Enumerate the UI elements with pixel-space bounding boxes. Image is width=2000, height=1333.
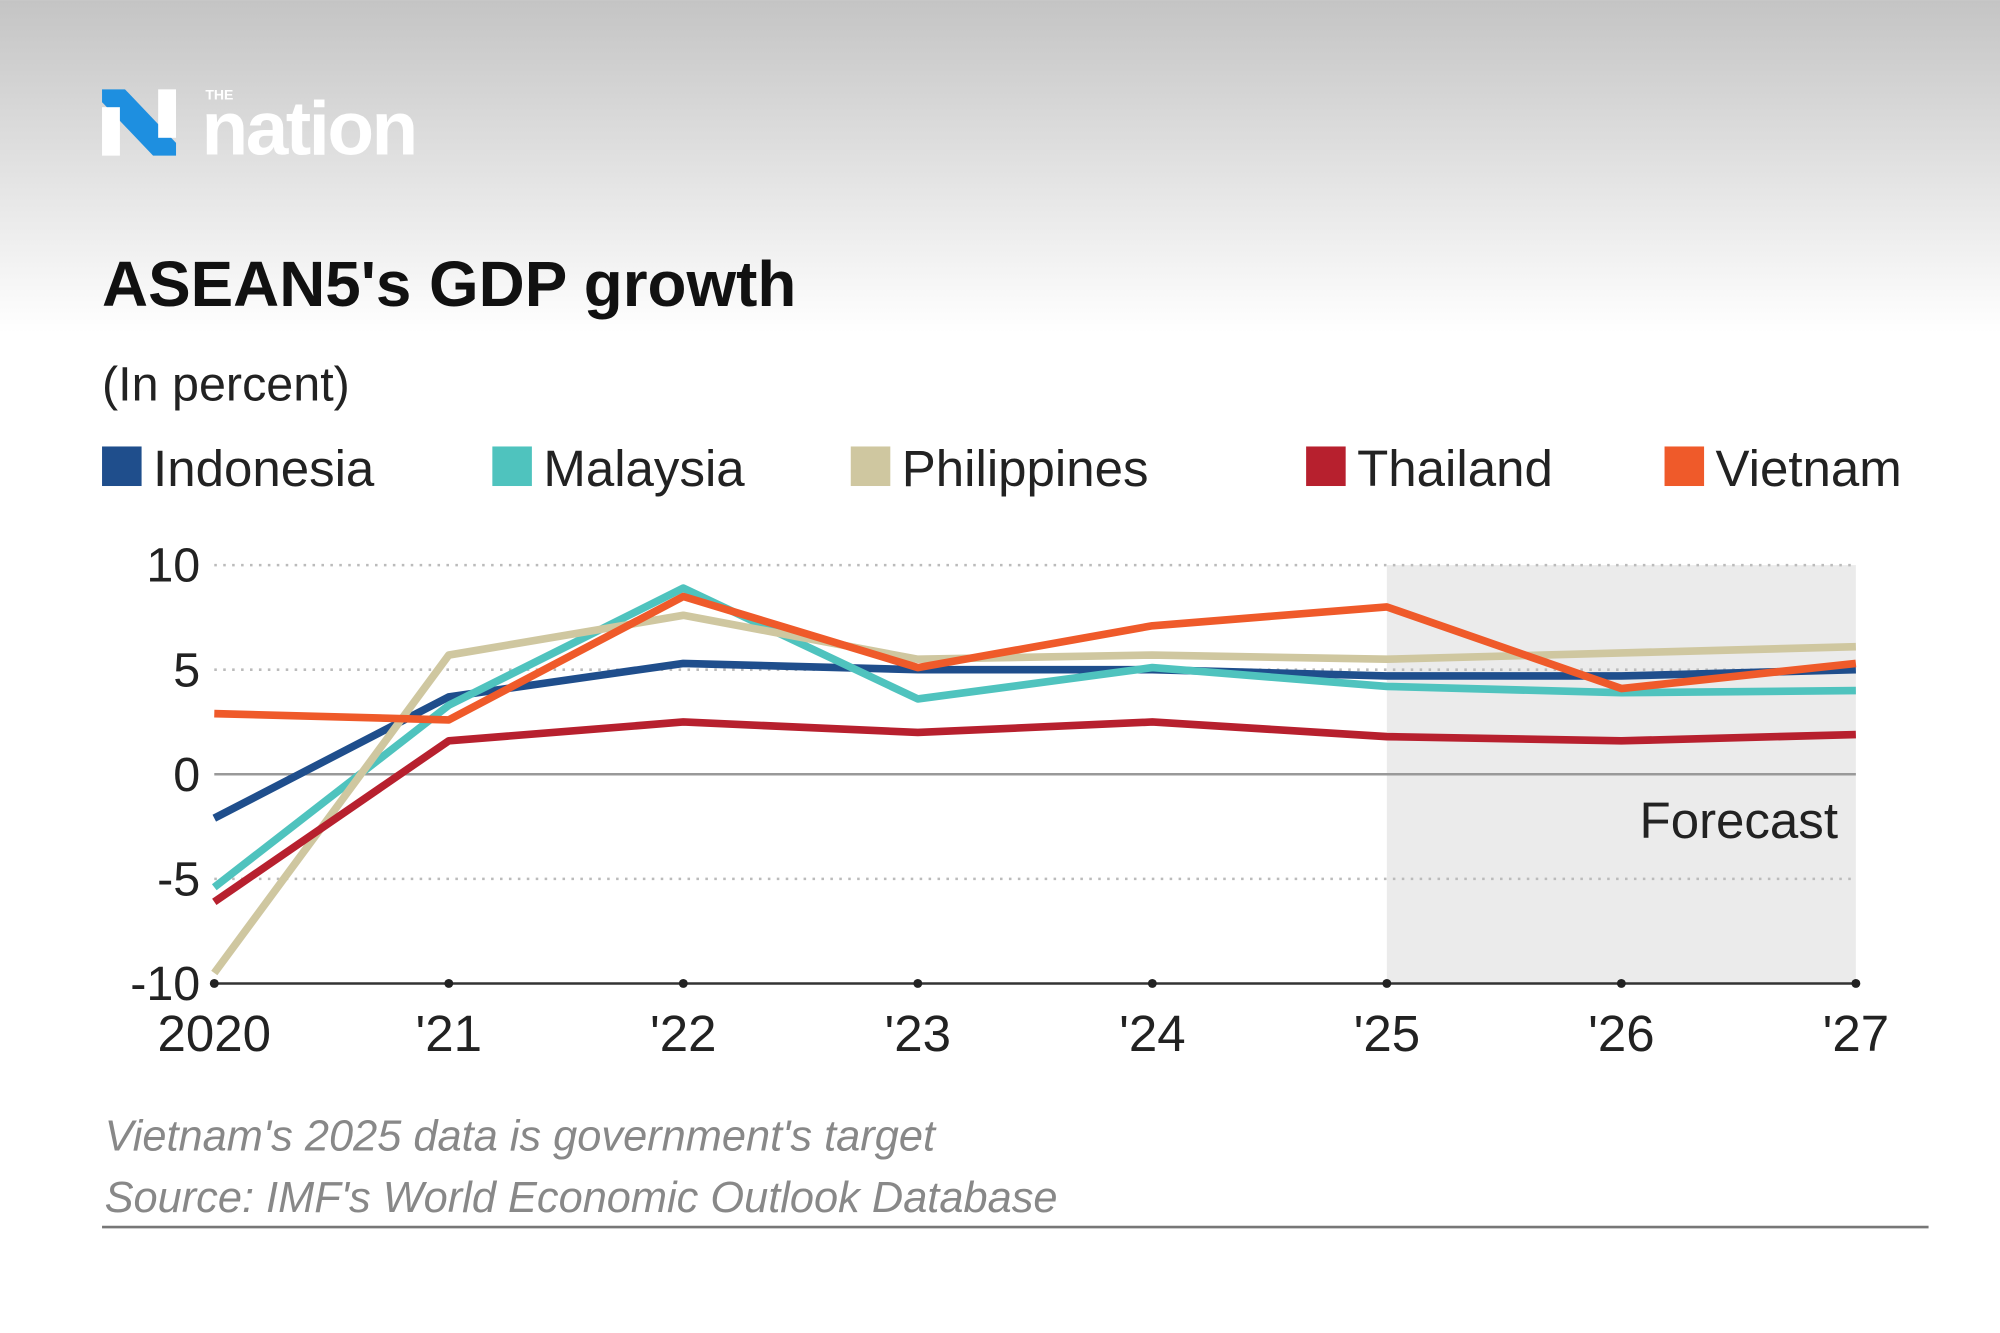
y-tick-label: 0	[173, 748, 200, 802]
y-tick-label: -10	[130, 957, 200, 1011]
legend-swatch	[1306, 446, 1346, 487]
x-tick	[209, 979, 219, 988]
note: Source: IMF's World Economic Outlook Dat…	[105, 1174, 1058, 1222]
forecast-label: Forecast	[1640, 792, 1838, 849]
legend-label: Indonesia	[153, 440, 375, 497]
x-tick	[1616, 979, 1626, 988]
series-line	[211, 584, 1856, 891]
y-tick-label: 10	[146, 539, 200, 593]
legend-label: Malaysia	[543, 440, 745, 497]
logo-mark	[102, 107, 120, 156]
legend-label: Thailand	[1357, 440, 1553, 497]
legend-label: Philippines	[902, 440, 1149, 497]
x-tick-label: '22	[650, 1005, 717, 1062]
x-tick-label: '27	[1823, 1005, 1890, 1062]
y-tick-label: -5	[157, 852, 200, 906]
y-tick-label: 5	[173, 643, 200, 697]
logo-mark	[102, 89, 177, 156]
series-line	[211, 611, 1856, 976]
legend-swatch	[850, 446, 891, 487]
legend-swatch	[492, 446, 532, 487]
plot: Indonesia Malaysia Philippines Thailand Viet…	[102, 440, 1902, 1062]
series-line	[212, 718, 1856, 906]
x-tick	[1147, 979, 1157, 988]
chart-subtitle: (In percent)	[102, 358, 350, 412]
x-tick-label: '25	[1354, 1005, 1421, 1062]
x-tick	[1382, 979, 1392, 988]
x-tick	[444, 979, 454, 988]
x-tick-label: '24	[1119, 1005, 1186, 1062]
x-tick	[1851, 979, 1861, 988]
series-line	[214, 592, 1857, 724]
logo-mark	[158, 89, 177, 138]
legend-label: Vietnam	[1716, 440, 1902, 497]
x-tick-label: '26	[1588, 1005, 1655, 1062]
logo-small: THE	[205, 87, 233, 103]
x-tick-label: '21	[416, 1005, 482, 1062]
x-tick-label: '23	[885, 1005, 952, 1062]
x-tick	[913, 979, 923, 988]
legend-swatch	[1664, 446, 1705, 487]
legend-swatch	[102, 446, 142, 487]
note: Vietnam's 2025 data is government's targ…	[105, 1113, 937, 1161]
chart-title: ASEAN5's GDP growth	[102, 248, 796, 320]
x-tick-label: 2020	[158, 1005, 272, 1062]
logo: THE nation	[102, 86, 418, 171]
logo-name: nation	[202, 86, 416, 171]
x-tick	[678, 979, 688, 988]
